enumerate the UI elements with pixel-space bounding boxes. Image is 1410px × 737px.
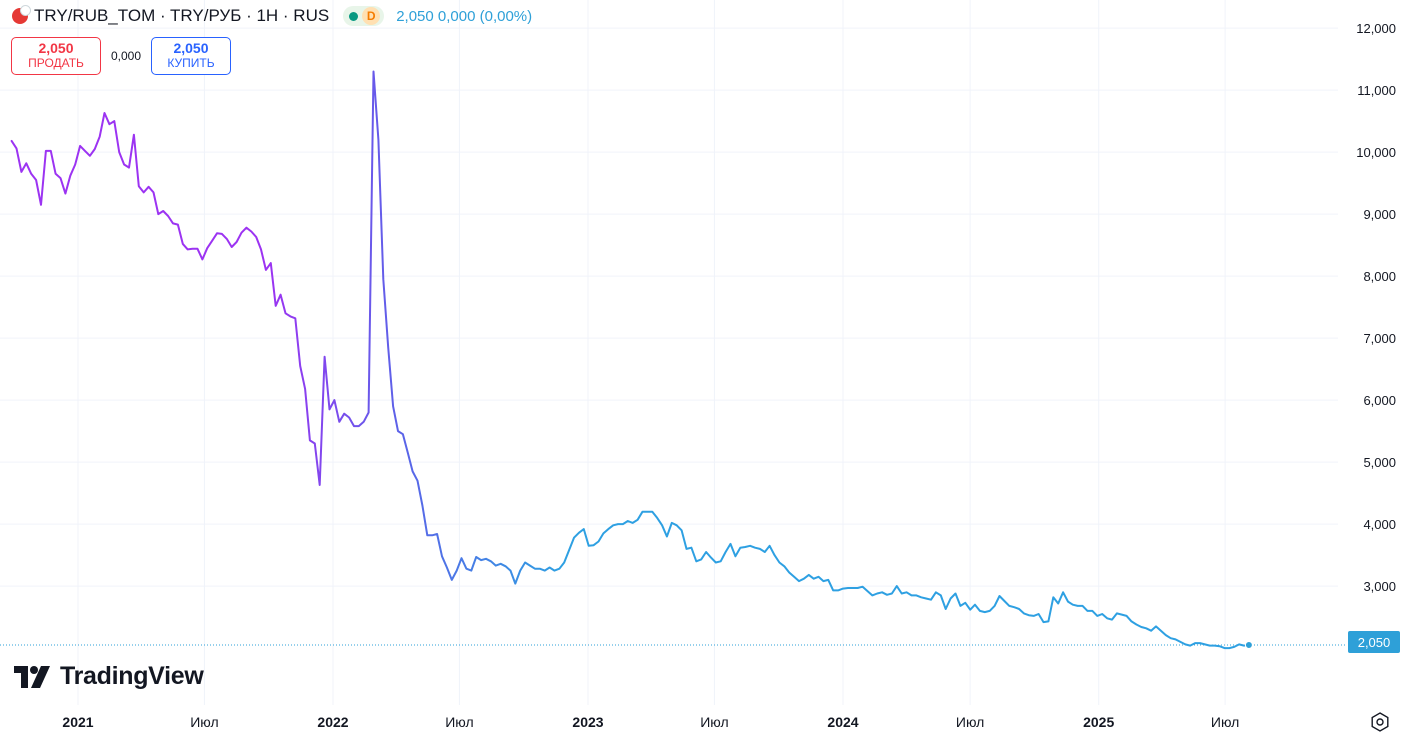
axes: 3,000 4,000 5,000 6,000 7,000 8,000 9,000 10,00… <box>62 21 1396 730</box>
price-series <box>10 70 1253 650</box>
x-tick-label: Июл <box>190 714 218 730</box>
x-tick-label: Июл <box>956 714 984 730</box>
x-tick-label: Июл <box>700 714 728 730</box>
y-tick-label: 7,000 <box>1363 331 1396 346</box>
last-point-marker <box>1244 641 1253 649</box>
sell-label: ПРОДАТЬ <box>28 56 84 70</box>
chart-grid <box>0 0 1345 705</box>
sell-button[interactable]: 2,050 ПРОДАТЬ <box>11 37 101 75</box>
y-tick-label: 12,000 <box>1356 21 1396 36</box>
y-tick-label: 10,000 <box>1356 145 1396 160</box>
delayed-data-badge: D <box>362 7 381 25</box>
x-tick-label: 2024 <box>827 714 858 730</box>
chart-settings-icon[interactable] <box>1369 711 1391 733</box>
y-tick-label: 5,000 <box>1363 455 1396 470</box>
logo-text: TradingView <box>60 662 204 690</box>
market-status[interactable]: D <box>343 6 385 26</box>
symbol-title[interactable]: TRY/RUB_TOM · TRY/РУБ · 1Н · RUS <box>34 6 330 25</box>
y-tick-label: 6,000 <box>1363 393 1396 408</box>
buy-price: 2,050 <box>173 40 209 56</box>
x-tick-label: 2022 <box>317 714 348 730</box>
y-tick-label: 8,000 <box>1363 269 1396 284</box>
turkey-flag-icon <box>12 5 31 24</box>
x-tick-label: 2021 <box>62 714 93 730</box>
y-tick-label: 3,000 <box>1363 579 1396 594</box>
x-tick-label: Июл <box>1211 714 1239 730</box>
buy-button[interactable]: 2,050 КУПИТЬ <box>151 37 231 75</box>
y-tick-label: 9,000 <box>1363 207 1396 222</box>
trade-panel: 2,050 ПРОДАТЬ 0,000 2,050 КУПИТЬ <box>11 37 231 75</box>
price-change-quote: 2,050 0,000 (0,00%) <box>396 7 533 25</box>
x-tick-label: 2023 <box>572 714 603 730</box>
series-line <box>10 70 1250 650</box>
x-tick-label: Июл <box>445 714 473 730</box>
buy-label: КУПИТЬ <box>167 56 215 70</box>
y-tick-label: 4,000 <box>1363 517 1396 532</box>
sell-price: 2,050 <box>38 40 74 56</box>
market-open-dot-icon <box>349 11 359 21</box>
tradingview-logo-icon <box>14 665 50 688</box>
chart-header: TRY/RUB_TOM · TRY/РУБ · 1Н · RUS D 2,050… <box>12 5 533 26</box>
x-tick-label: 2025 <box>1083 714 1114 730</box>
y-tick-label: 11,000 <box>1357 83 1396 98</box>
last-price-label: 2,050 <box>1348 631 1400 653</box>
spread-value: 0,000 <box>110 49 142 63</box>
tradingview-logo[interactable]: TradingView <box>14 662 204 691</box>
